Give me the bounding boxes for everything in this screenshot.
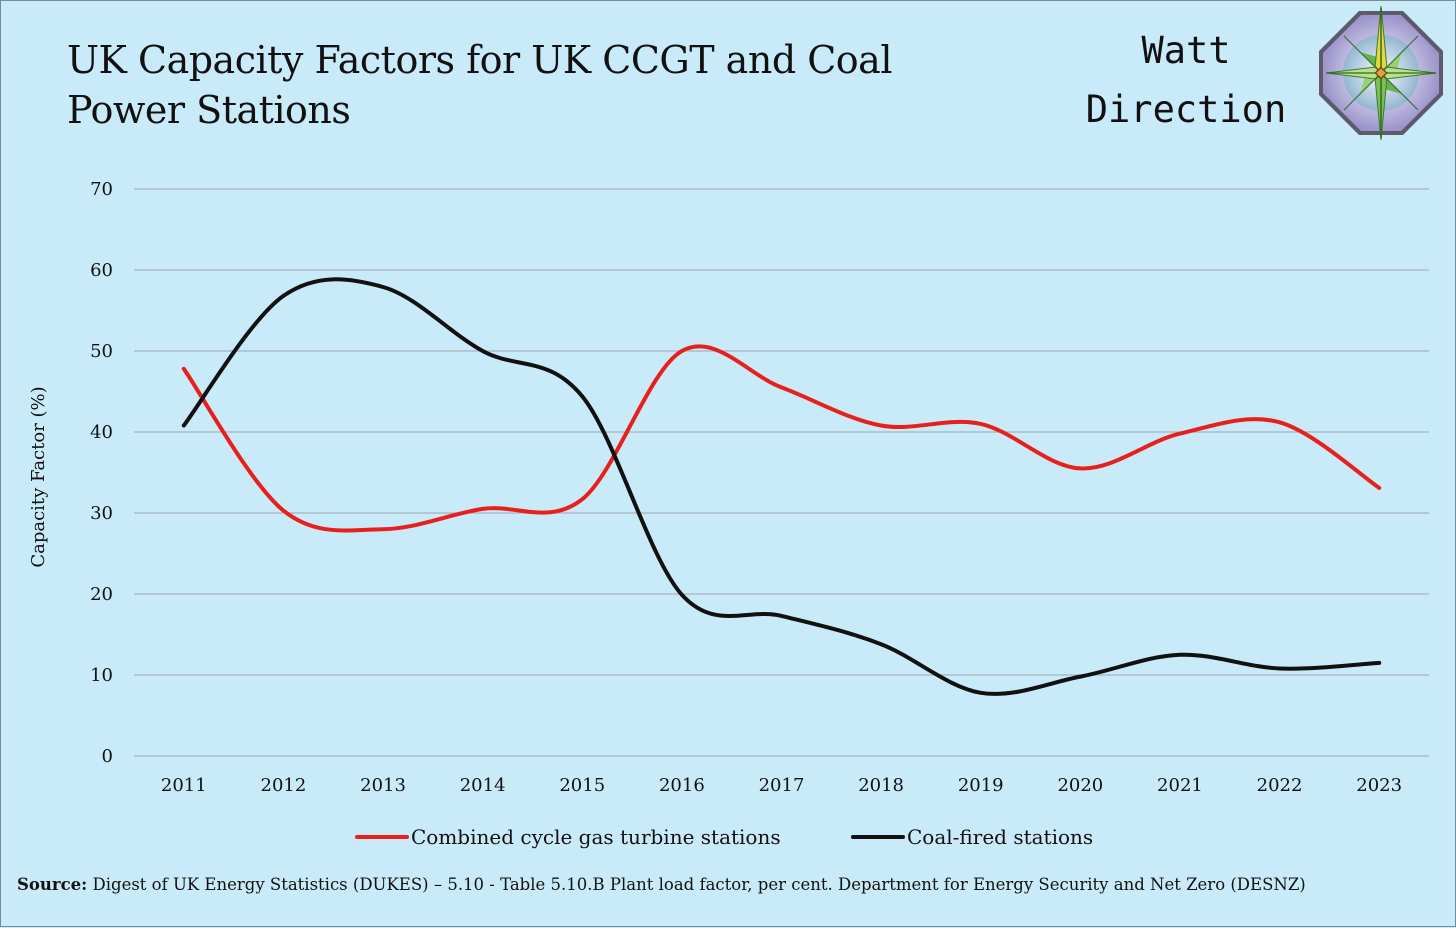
legend: Combined cycle gas turbine stations Coal-… [355,825,1093,849]
brand-line2: Direction [1085,88,1287,131]
coal-series-line [181,277,1382,696]
y-tick-label: 50 [90,341,113,362]
x-tick-label: 2013 [360,775,406,796]
source-label: Source: [17,875,88,894]
source-text: Digest of UK Energy Statistics (DUKES) –… [87,875,1306,894]
y-tick-label: 10 [90,665,113,686]
chart-title-line2: Power Stations [67,88,351,132]
series-lines [181,277,1382,696]
x-tick-label: 2019 [958,775,1004,796]
x-tick-label: 2022 [1257,775,1303,796]
legend-item-ccgt: Combined cycle gas turbine stations [355,825,781,849]
y-tick-label: 20 [90,584,113,605]
x-tick-label: 2020 [1057,775,1103,796]
x-tick-labels: 2011 2012 2013 2014 2015 2016 2017 2018 2019 2020… [161,775,1402,796]
x-tick-label: 2014 [460,775,506,796]
legend-label: Combined cycle gas turbine stations [411,825,781,849]
x-tick-label: 2012 [261,775,307,796]
ccgt-series-line [181,344,1382,533]
chart-title-line1: UK Capacity Factors for UK CCGT and Coal [67,38,892,82]
y-tick-labels: 0 10 20 30 40 50 60 70 [90,179,113,767]
y-axis-title: Capacity Factor (%) [28,386,49,567]
brand-wordmark: Watt Direction [1061,21,1311,139]
y-tick-label: 60 [90,260,113,281]
x-tick-label: 2023 [1356,775,1402,796]
x-tick-label: 2011 [161,775,207,796]
x-tick-label: 2015 [559,775,605,796]
compass-rose-icon [1319,6,1443,140]
source-note: Source: Digest of UK Energy Statistics (… [17,873,1437,896]
x-tick-label: 2017 [759,775,805,796]
gridlines [134,188,1429,757]
x-tick-label: 2018 [858,775,904,796]
y-tick-label: 0 [102,746,113,767]
x-tick-label: 2016 [659,775,705,796]
y-tick-label: 40 [90,422,113,443]
y-tick-label: 30 [90,503,113,524]
y-tick-label: 70 [90,179,113,200]
legend-item-coal: Coal-fired stations [851,825,1093,849]
x-tick-label: 2021 [1157,775,1203,796]
legend-label: Coal-fired stations [907,825,1093,849]
chart-title: UK Capacity Factors for UK CCGT and Coal… [67,35,967,135]
brand-line1: Watt [1141,29,1231,72]
